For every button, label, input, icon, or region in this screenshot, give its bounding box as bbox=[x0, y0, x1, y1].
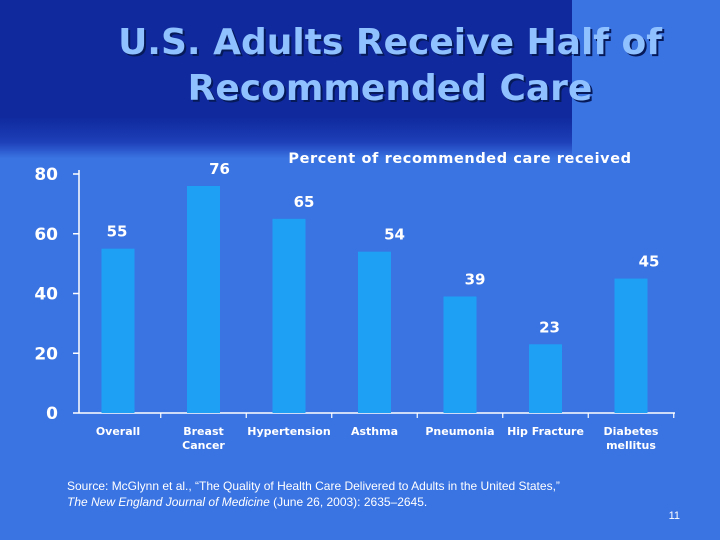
page-number: 11 bbox=[668, 510, 680, 522]
category-label: Pneumonia bbox=[425, 425, 494, 438]
data-label: 65 bbox=[294, 193, 315, 211]
data-label: 54 bbox=[384, 226, 405, 244]
bar bbox=[272, 218, 306, 413]
y-tick-label: 20 bbox=[34, 344, 58, 364]
source-journal: The New England Journal of Medicine bbox=[67, 495, 270, 509]
category-label: Hip Fracture bbox=[507, 425, 584, 438]
data-label: 45 bbox=[639, 253, 660, 271]
y-tick-label: 0 bbox=[46, 404, 58, 424]
y-tick-label: 80 bbox=[34, 165, 58, 185]
source-prefix: Source: McGlynn et al., “The Quality of … bbox=[67, 479, 560, 493]
title-band-shadow bbox=[0, 118, 572, 158]
data-label: 55 bbox=[107, 223, 128, 241]
category-label: Overall bbox=[96, 425, 140, 438]
chart-title: Percent of recommended care received bbox=[288, 151, 631, 167]
data-label: 39 bbox=[465, 270, 486, 288]
category-label: mellitus bbox=[606, 439, 656, 452]
slide-title-line-2: Recommended Care bbox=[187, 68, 593, 109]
bar bbox=[529, 344, 562, 413]
slide-title: U.S. Adults Receive Half of Recommended … bbox=[60, 20, 720, 112]
bar bbox=[101, 248, 135, 413]
category-label: Breast bbox=[183, 425, 224, 438]
data-label: 76 bbox=[209, 160, 230, 178]
category-label: Diabetes bbox=[604, 425, 659, 438]
bar bbox=[358, 251, 391, 413]
category-label: Cancer bbox=[182, 439, 225, 452]
source-suffix: (June 26, 2003): 2635–2645. bbox=[269, 495, 428, 509]
bar bbox=[187, 185, 220, 413]
category-label: Hypertension bbox=[247, 425, 330, 438]
y-tick-label: 60 bbox=[34, 225, 58, 245]
y-tick-label: 40 bbox=[34, 285, 58, 305]
source-citation: Source: McGlynn et al., “The Quality of … bbox=[67, 478, 667, 510]
bar bbox=[443, 296, 477, 413]
slide-title-line-1: U.S. Adults Receive Half of bbox=[118, 22, 662, 63]
data-label: 23 bbox=[539, 318, 560, 336]
category-label: Asthma bbox=[351, 425, 398, 438]
bar bbox=[614, 278, 648, 413]
